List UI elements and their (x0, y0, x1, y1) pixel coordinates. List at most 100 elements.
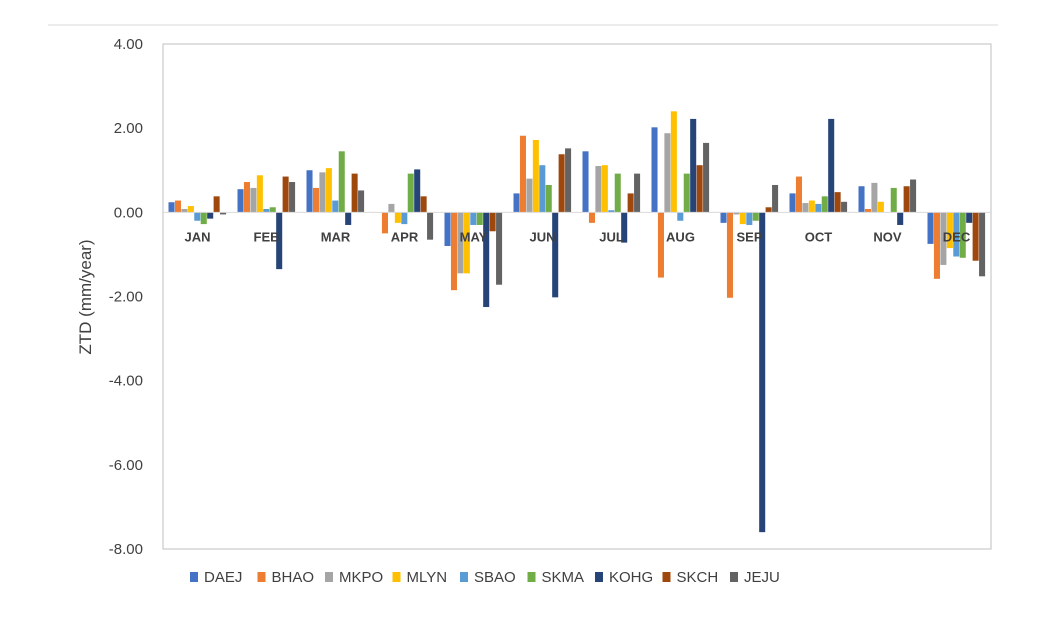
bar-kohg-sep (759, 212, 766, 533)
bar-jeju-feb (289, 182, 296, 213)
legend-label-bhao: BHAO (272, 569, 315, 586)
bar-sbao-dec (953, 212, 960, 257)
bar-sbao-jun (539, 165, 546, 213)
bar-daej-jun (513, 193, 520, 213)
bar-kohg-jun (552, 212, 559, 298)
bar-kohg-may (483, 212, 490, 308)
bar-daej-sep (720, 212, 727, 223)
y-tick-label: 4.00 (114, 36, 143, 53)
bar-sbao-oct (815, 203, 822, 213)
x-tick-label-feb: FEB (254, 229, 280, 244)
bar-sbao-jul (608, 210, 615, 213)
legend: DAEJ BHAO MKPO MLYN SBAO SKMA KOHG SKCH JEJU (190, 569, 780, 586)
bar-jeju-mar (358, 190, 365, 213)
x-tick-labels: JAN FEB MAR APR MAY JUN JUL AUG SEP OCT NOV DEC (184, 229, 970, 244)
bar-mlyn-jun (532, 139, 539, 213)
y-tick-label: 2.00 (114, 120, 143, 137)
bar-skch-may (489, 212, 496, 232)
bar-mlyn-sep (739, 212, 746, 225)
x-tick-label-oct: OCT (805, 229, 833, 244)
bar-kohg-nov (897, 212, 904, 225)
x-tick-label-nov: NOV (873, 229, 902, 244)
bar-mlyn-dec (946, 212, 953, 249)
bar-skch-sep (765, 207, 772, 213)
legend-swatch-bhao (257, 572, 266, 582)
bar-mkpo-apr (388, 203, 395, 213)
bar-mkpo-dec (940, 212, 947, 265)
bar-skch-aug (696, 165, 703, 213)
bar-skch-jun (558, 154, 565, 213)
y-tick-labels: 4.00 2.00 0.00 -2.00 -4.00 -6.00 -8.00 (109, 36, 143, 558)
bar-mkpo-may (457, 212, 464, 274)
bar-mkpo-feb (250, 187, 257, 213)
bar-daej-feb (237, 189, 244, 213)
bar-jeju-dec (979, 212, 986, 277)
bar-sbao-feb (263, 208, 270, 213)
bar-mlyn-apr (394, 212, 401, 223)
bar-mkpo-aug (664, 133, 671, 213)
legend-swatch-mlyn (392, 572, 401, 582)
bar-daej-nov (858, 186, 865, 213)
bar-jeju-jan (220, 212, 227, 215)
bar-kohg-dec (966, 212, 973, 223)
bar-bhao-mar (312, 187, 319, 213)
bar-daej-may (444, 212, 451, 246)
bar-mkpo-jul (595, 166, 602, 213)
bar-kohg-feb (276, 212, 283, 270)
y-tick-label: 0.00 (114, 204, 143, 221)
bar-mkpo-mar (319, 172, 326, 213)
bar-skma-dec (959, 212, 966, 258)
y-tick-label: -8.00 (109, 541, 143, 558)
bar-daej-jan (168, 202, 175, 213)
bar-skma-oct (821, 196, 828, 213)
x-tick-label-jul: JUL (599, 229, 624, 244)
plot-area-border (162, 43, 992, 550)
bar-bhao-may (450, 212, 457, 291)
bar-mlyn-oct (808, 200, 815, 213)
y-tick-label: -6.00 (109, 457, 143, 474)
legend-swatch-kohg (595, 572, 603, 582)
bar-skma-mar (338, 151, 345, 213)
bar-daej-dec (927, 212, 934, 244)
bar-skma-jan (200, 212, 207, 225)
bar-bhao-nov (864, 208, 871, 213)
bar-skma-jul (614, 173, 621, 213)
bar-mlyn-may (463, 212, 470, 274)
bar-daej-jul (582, 151, 589, 213)
bar-mlyn-jul (601, 165, 608, 213)
bar-jeju-aug (703, 142, 710, 213)
bar-skma-jun (545, 184, 552, 213)
bar-skma-sep (752, 212, 759, 221)
x-tick-label-apr: APR (391, 229, 419, 244)
y-tick-label: -2.00 (109, 289, 143, 306)
bar-kohg-apr (414, 169, 421, 213)
bar-skch-dec (972, 212, 979, 261)
bar-jeju-apr (427, 212, 434, 240)
bar-mkpo-sep (733, 212, 740, 215)
bar-jeju-sep (772, 184, 779, 213)
x-tick-label-aug: AUG (666, 229, 695, 244)
bar-daej-mar (306, 170, 313, 213)
x-tick-label-mar: MAR (321, 229, 351, 244)
bar-skch-jul (627, 193, 634, 213)
bar-kohg-jan (207, 212, 214, 219)
bar-jeju-may (496, 212, 503, 285)
bar-bhao-aug (657, 212, 664, 278)
legend-label-jeju: JEJU (744, 569, 780, 586)
bar-jeju-jul (634, 173, 641, 213)
bar-mlyn-jan (187, 206, 194, 213)
bar-kohg-jul (621, 212, 628, 243)
legend-swatch-mkpo (325, 572, 333, 582)
bar-bhao-feb (243, 182, 250, 213)
bar-jeju-nov (910, 179, 917, 213)
bar-bhao-oct (795, 176, 802, 213)
x-tick-label-dec: DEC (943, 229, 971, 244)
bar-sbao-sep (746, 212, 753, 225)
y-axis-label: ZTD (mm/year) (76, 239, 95, 354)
bar-mlyn-feb (256, 175, 263, 213)
legend-label-mlyn: MLYN (407, 569, 448, 586)
legend-swatch-skma (527, 572, 536, 582)
bar-mlyn-nov (877, 201, 884, 213)
bar-skch-jan (213, 196, 220, 213)
